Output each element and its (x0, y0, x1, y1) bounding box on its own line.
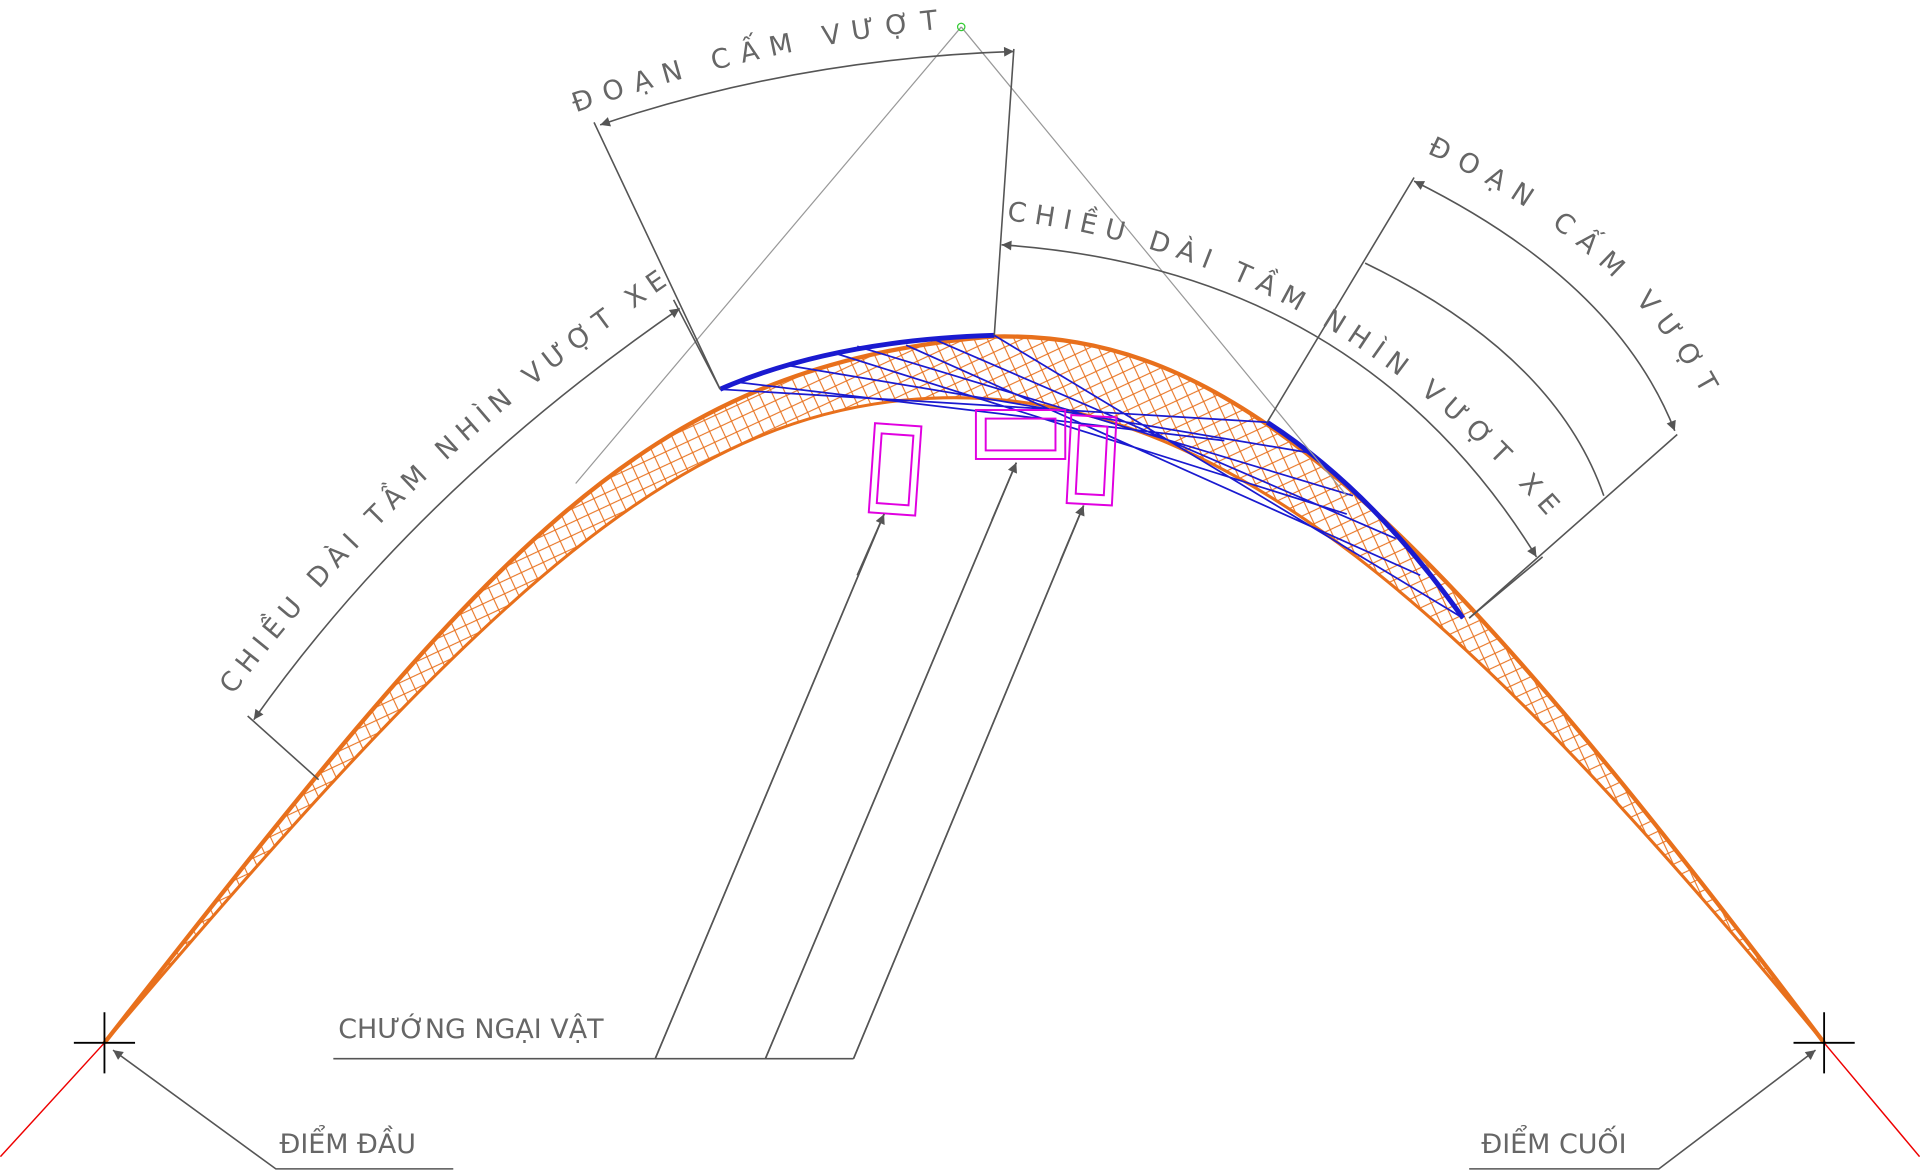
label-text: ĐOẠN CẤM VƯỢT (568, 4, 939, 119)
leader (1469, 1049, 1817, 1170)
arrow (991, 462, 1018, 521)
obstacle-label: CHƯỚNG NGẠI VẬT (338, 1013, 604, 1045)
tangent-line (0, 1042, 105, 1158)
road-hatch (104, 336, 1825, 1043)
obstacles (867, 409, 1118, 517)
tangent-line (1823, 1042, 1920, 1158)
apex-point (956, 22, 966, 32)
arrow (1059, 505, 1085, 561)
start-label: ĐIỂM ĐẦU (279, 1125, 416, 1160)
dimensions (247, 46, 1678, 781)
end-marker (1793, 1012, 1855, 1074)
arrow (856, 513, 885, 576)
end-label: ĐIỂM CUỐI (1481, 1125, 1626, 1160)
label: ĐOẠN CẤM VƯỢT (1424, 131, 1729, 407)
leader (333, 462, 1085, 1060)
start-marker (73, 1012, 136, 1074)
leader (112, 1049, 454, 1170)
label: ĐOẠN CẤM VƯỢT (568, 4, 950, 119)
label-text: ĐOẠN CẤM VƯỢT (1424, 131, 1718, 407)
road-outer-edge (102, 334, 1826, 1045)
